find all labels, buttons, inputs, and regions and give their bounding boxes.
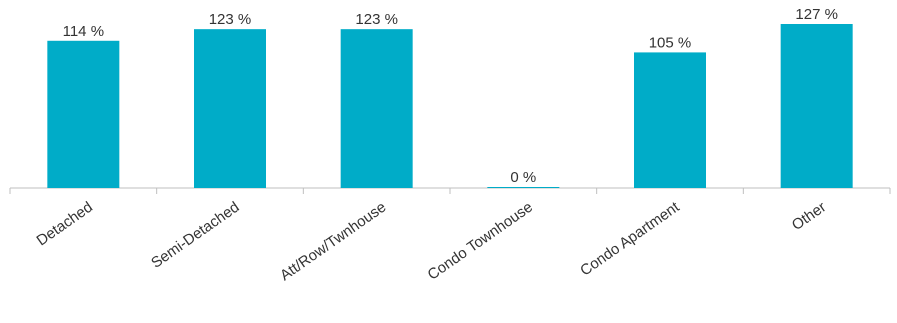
bar-semi-detached: [194, 29, 266, 188]
bar-condo-apartment: [634, 52, 706, 188]
value-label: 123 %: [355, 11, 398, 28]
bar-att-row-twnhouse: [340, 29, 413, 188]
value-label: 123 %: [209, 11, 252, 28]
value-label: 127 %: [795, 6, 838, 23]
value-label: 105 %: [649, 34, 692, 51]
category-label: Semi-Detached: [148, 199, 242, 272]
x-axis-ticks: [9, 188, 891, 194]
bar-detached: [47, 40, 120, 189]
category-label: Detached: [34, 199, 96, 250]
category-label: Condo Townhouse: [425, 199, 536, 284]
value-label: 0 %: [510, 169, 536, 186]
value-labels-group: 114 % 123 % 123 % 0 % 105 % 127 %: [63, 6, 838, 186]
bars-group: [47, 24, 853, 189]
category-label: Condo Apartment: [577, 198, 683, 279]
value-label: 114 %: [63, 23, 104, 40]
category-labels-group: Detached Semi-Detached Att/Row/Twnhouse Con…: [34, 198, 830, 284]
category-label: Other: [789, 199, 829, 234]
bar-other: [780, 24, 853, 188]
bar-condo-townhouse: [487, 187, 560, 188]
category-label: Att/Row/Twnhouse: [277, 199, 389, 285]
